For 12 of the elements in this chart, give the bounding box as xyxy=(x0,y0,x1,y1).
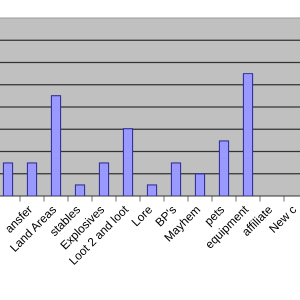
bar xyxy=(122,128,134,196)
bar xyxy=(170,162,182,196)
bar xyxy=(26,162,38,196)
x-tick-label: Lore xyxy=(131,205,153,226)
bar xyxy=(2,162,14,196)
bar xyxy=(218,140,230,196)
bar xyxy=(146,184,158,196)
bar xyxy=(50,95,62,196)
bar xyxy=(74,184,86,196)
bar xyxy=(242,73,254,196)
bar xyxy=(98,162,110,196)
bar xyxy=(194,173,206,196)
